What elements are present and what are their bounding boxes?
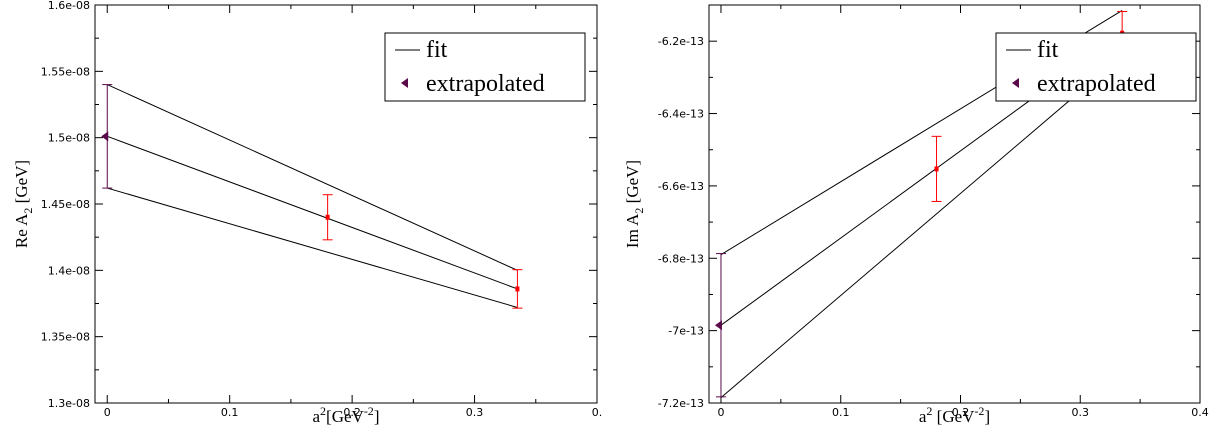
y-axis-label: Re A2 [GeV] xyxy=(12,160,35,248)
x-tick-label: 0.3 xyxy=(1071,406,1089,419)
y-tick-label: 1.3e-08 xyxy=(48,397,90,410)
x-axis-label-part: 2 xyxy=(926,404,932,418)
x-tick-label: 0 xyxy=(104,406,111,419)
y-axis-label-part: [GeV] xyxy=(623,160,642,208)
x-axis-label-part: [GeV xyxy=(932,407,975,426)
y-tick-label: -6.8e-13 xyxy=(658,252,704,265)
legend-extrapolated-label: extrapolated xyxy=(426,71,545,97)
x-tick-label: 0.3 xyxy=(466,406,484,419)
data-point xyxy=(515,286,520,292)
x-axis-label: a2[GeV-2] xyxy=(313,404,380,426)
legend-box xyxy=(995,32,1197,102)
y-tick-label: -7e-13 xyxy=(668,325,704,338)
y-axis-label-part: 2 xyxy=(632,208,646,214)
im-a2-chart: -7.2e-13 -7e-13 -6.8e-13 -6.6e-13 -6.4e-13 -6… xyxy=(623,4,1209,426)
fit-line-lower xyxy=(720,55,1123,398)
fit-line-lower xyxy=(107,187,518,308)
y-tick-label: -6.6e-13 xyxy=(658,180,704,193)
x-tick-label: 0 xyxy=(717,406,724,419)
fit-line-central xyxy=(107,135,518,290)
x-tick-label: 0. xyxy=(592,406,603,419)
extrapolated-marker xyxy=(714,320,722,331)
x-tick-label: 0.4 xyxy=(1191,406,1209,419)
x-axis-label-part: a xyxy=(313,407,321,426)
y-tick-label: -6.4e-13 xyxy=(658,108,704,121)
x-axis-label-part: ] xyxy=(374,407,380,426)
x-axis-label-part: 2 xyxy=(320,404,326,418)
y-tick-label: -7.2e-13 xyxy=(658,397,704,410)
fit-line-upper xyxy=(107,84,518,271)
legend-box xyxy=(384,32,586,102)
y-tick-label: 1.5e-08 xyxy=(48,132,90,145)
y-tick-label: -6.2e-13 xyxy=(658,35,704,48)
x-tick-label: 0.2 xyxy=(343,406,361,419)
x-axis-label-part: -2 xyxy=(974,404,984,418)
y-tick-label: 1.6e-08 xyxy=(48,0,90,12)
legend-extrapolated-marker xyxy=(401,78,408,88)
x-tick-label: 0.1 xyxy=(832,406,850,419)
y-tick-label: 1.45e-08 xyxy=(41,198,90,211)
legend-extrapolated-label: extrapolated xyxy=(1037,71,1156,97)
re-a2-chart: 1.3e-08 1.35e-08 1.4e-08 1.45e-08 1.5e-08 1.5… xyxy=(12,0,603,426)
y-axis-label-part: [GeV] xyxy=(12,160,31,208)
x-axis-label-part: [GeV xyxy=(326,407,364,426)
y-tick-label: 1.35e-08 xyxy=(41,331,90,344)
legend-fit-label: fit xyxy=(426,37,448,63)
x-tick-label: 0.1 xyxy=(221,406,239,419)
x-axis-label: a2 [GeV-2] xyxy=(919,404,990,426)
plot-frame xyxy=(708,4,1201,404)
x-axis-label-part: -2 xyxy=(364,404,374,418)
y-axis-label-part: 2 xyxy=(21,208,35,214)
x-axis-label-part: a xyxy=(919,407,927,426)
y-tick-label: 1.4e-08 xyxy=(48,264,90,277)
extrapolated-marker xyxy=(101,131,109,142)
data-point xyxy=(934,166,939,172)
data-point xyxy=(325,214,330,220)
y-axis-label-part: Im A xyxy=(623,213,642,248)
x-axis-label-part: ] xyxy=(984,407,990,426)
y-tick-label: 1.55e-08 xyxy=(41,65,90,78)
legend-extrapolated-marker xyxy=(1012,78,1019,88)
x-tick-label: 0.2 xyxy=(952,406,970,419)
y-axis-label: Im A2 [GeV] xyxy=(623,160,646,248)
y-axis-label-part: Re A xyxy=(12,213,31,248)
legend-fit-label: fit xyxy=(1037,37,1059,63)
